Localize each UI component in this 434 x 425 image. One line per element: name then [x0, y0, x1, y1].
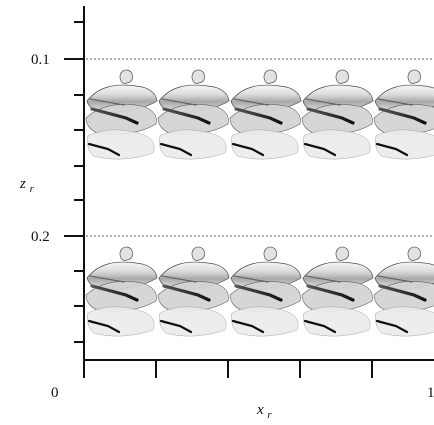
thin-streak	[161, 98, 197, 106]
dark-streak	[303, 142, 337, 157]
structure-tile	[373, 246, 434, 337]
dark-streak	[90, 284, 139, 302]
dark-streak	[303, 319, 337, 334]
reference-lines	[86, 58, 434, 237]
x-axis-label-main: x	[256, 402, 264, 418]
structure-tile	[301, 246, 374, 337]
structure-tile	[229, 69, 302, 160]
x-tick-label-1: 1	[427, 385, 434, 401]
y-axis-label-sub: r	[30, 183, 35, 195]
structure-tile	[157, 69, 230, 160]
thin-streak	[377, 275, 413, 283]
dark-streak	[375, 319, 409, 334]
x-axis-label: x r	[256, 402, 272, 421]
plume-cap	[119, 246, 134, 261]
dark-streak	[162, 284, 211, 302]
y-ticks	[64, 21, 84, 343]
y-tick-label-0-1: 0.1	[31, 52, 50, 68]
plume-cap	[263, 69, 278, 84]
thin-streak	[377, 98, 413, 106]
plume-cap	[119, 69, 134, 84]
lower-plume	[87, 306, 155, 337]
plume-cap	[191, 69, 206, 84]
plume-cap	[191, 246, 206, 261]
dark-streak	[234, 284, 283, 302]
structure-tile	[229, 246, 302, 337]
plume-cap	[335, 246, 350, 261]
structure-tile	[373, 69, 434, 160]
lower-plume	[87, 129, 155, 160]
plume-cap	[407, 69, 422, 84]
plume-cap	[263, 246, 278, 261]
dark-streak	[159, 142, 193, 157]
lower-plume	[303, 129, 371, 160]
dark-streak	[87, 319, 121, 334]
lower-plume	[231, 306, 299, 337]
x-ticks	[83, 360, 373, 378]
dark-streak	[375, 142, 409, 157]
thin-streak	[305, 98, 341, 106]
thin-streak	[89, 98, 125, 106]
dark-streak	[87, 142, 121, 157]
plot-frame	[83, 6, 434, 361]
lower-plume	[375, 129, 434, 160]
lower-plume	[303, 306, 371, 337]
thin-streak	[233, 275, 269, 283]
dark-streak	[234, 107, 283, 125]
y-axis-label: z r	[19, 176, 35, 195]
plume-cap	[335, 69, 350, 84]
thin-streak	[161, 275, 197, 283]
dark-streak	[159, 319, 193, 334]
lower-plume	[375, 306, 434, 337]
lower-plume	[159, 306, 227, 337]
lower-plume	[231, 129, 299, 160]
thin-streak	[233, 98, 269, 106]
structure-tile	[157, 246, 230, 337]
structure-tile	[301, 69, 374, 160]
dark-streak	[378, 284, 427, 302]
structure-tile	[85, 246, 158, 337]
dark-streak	[306, 107, 355, 125]
thin-streak	[89, 275, 125, 283]
lower-plume	[159, 129, 227, 160]
structure-field	[85, 69, 434, 337]
dark-streak	[90, 107, 139, 125]
y-tick-label-0-2: 0.2	[31, 229, 50, 245]
dark-streak	[162, 107, 211, 125]
dark-streak	[231, 319, 265, 334]
structure-tile	[85, 69, 158, 160]
thin-streak	[305, 275, 341, 283]
x-tick-label-0: 0	[51, 385, 59, 401]
x-axis-label-sub: r	[267, 409, 272, 421]
dark-streak	[231, 142, 265, 157]
plume-cap	[407, 246, 422, 261]
dark-streak	[306, 284, 355, 302]
dark-streak	[378, 107, 427, 125]
y-axis-label-main: z	[19, 176, 26, 192]
